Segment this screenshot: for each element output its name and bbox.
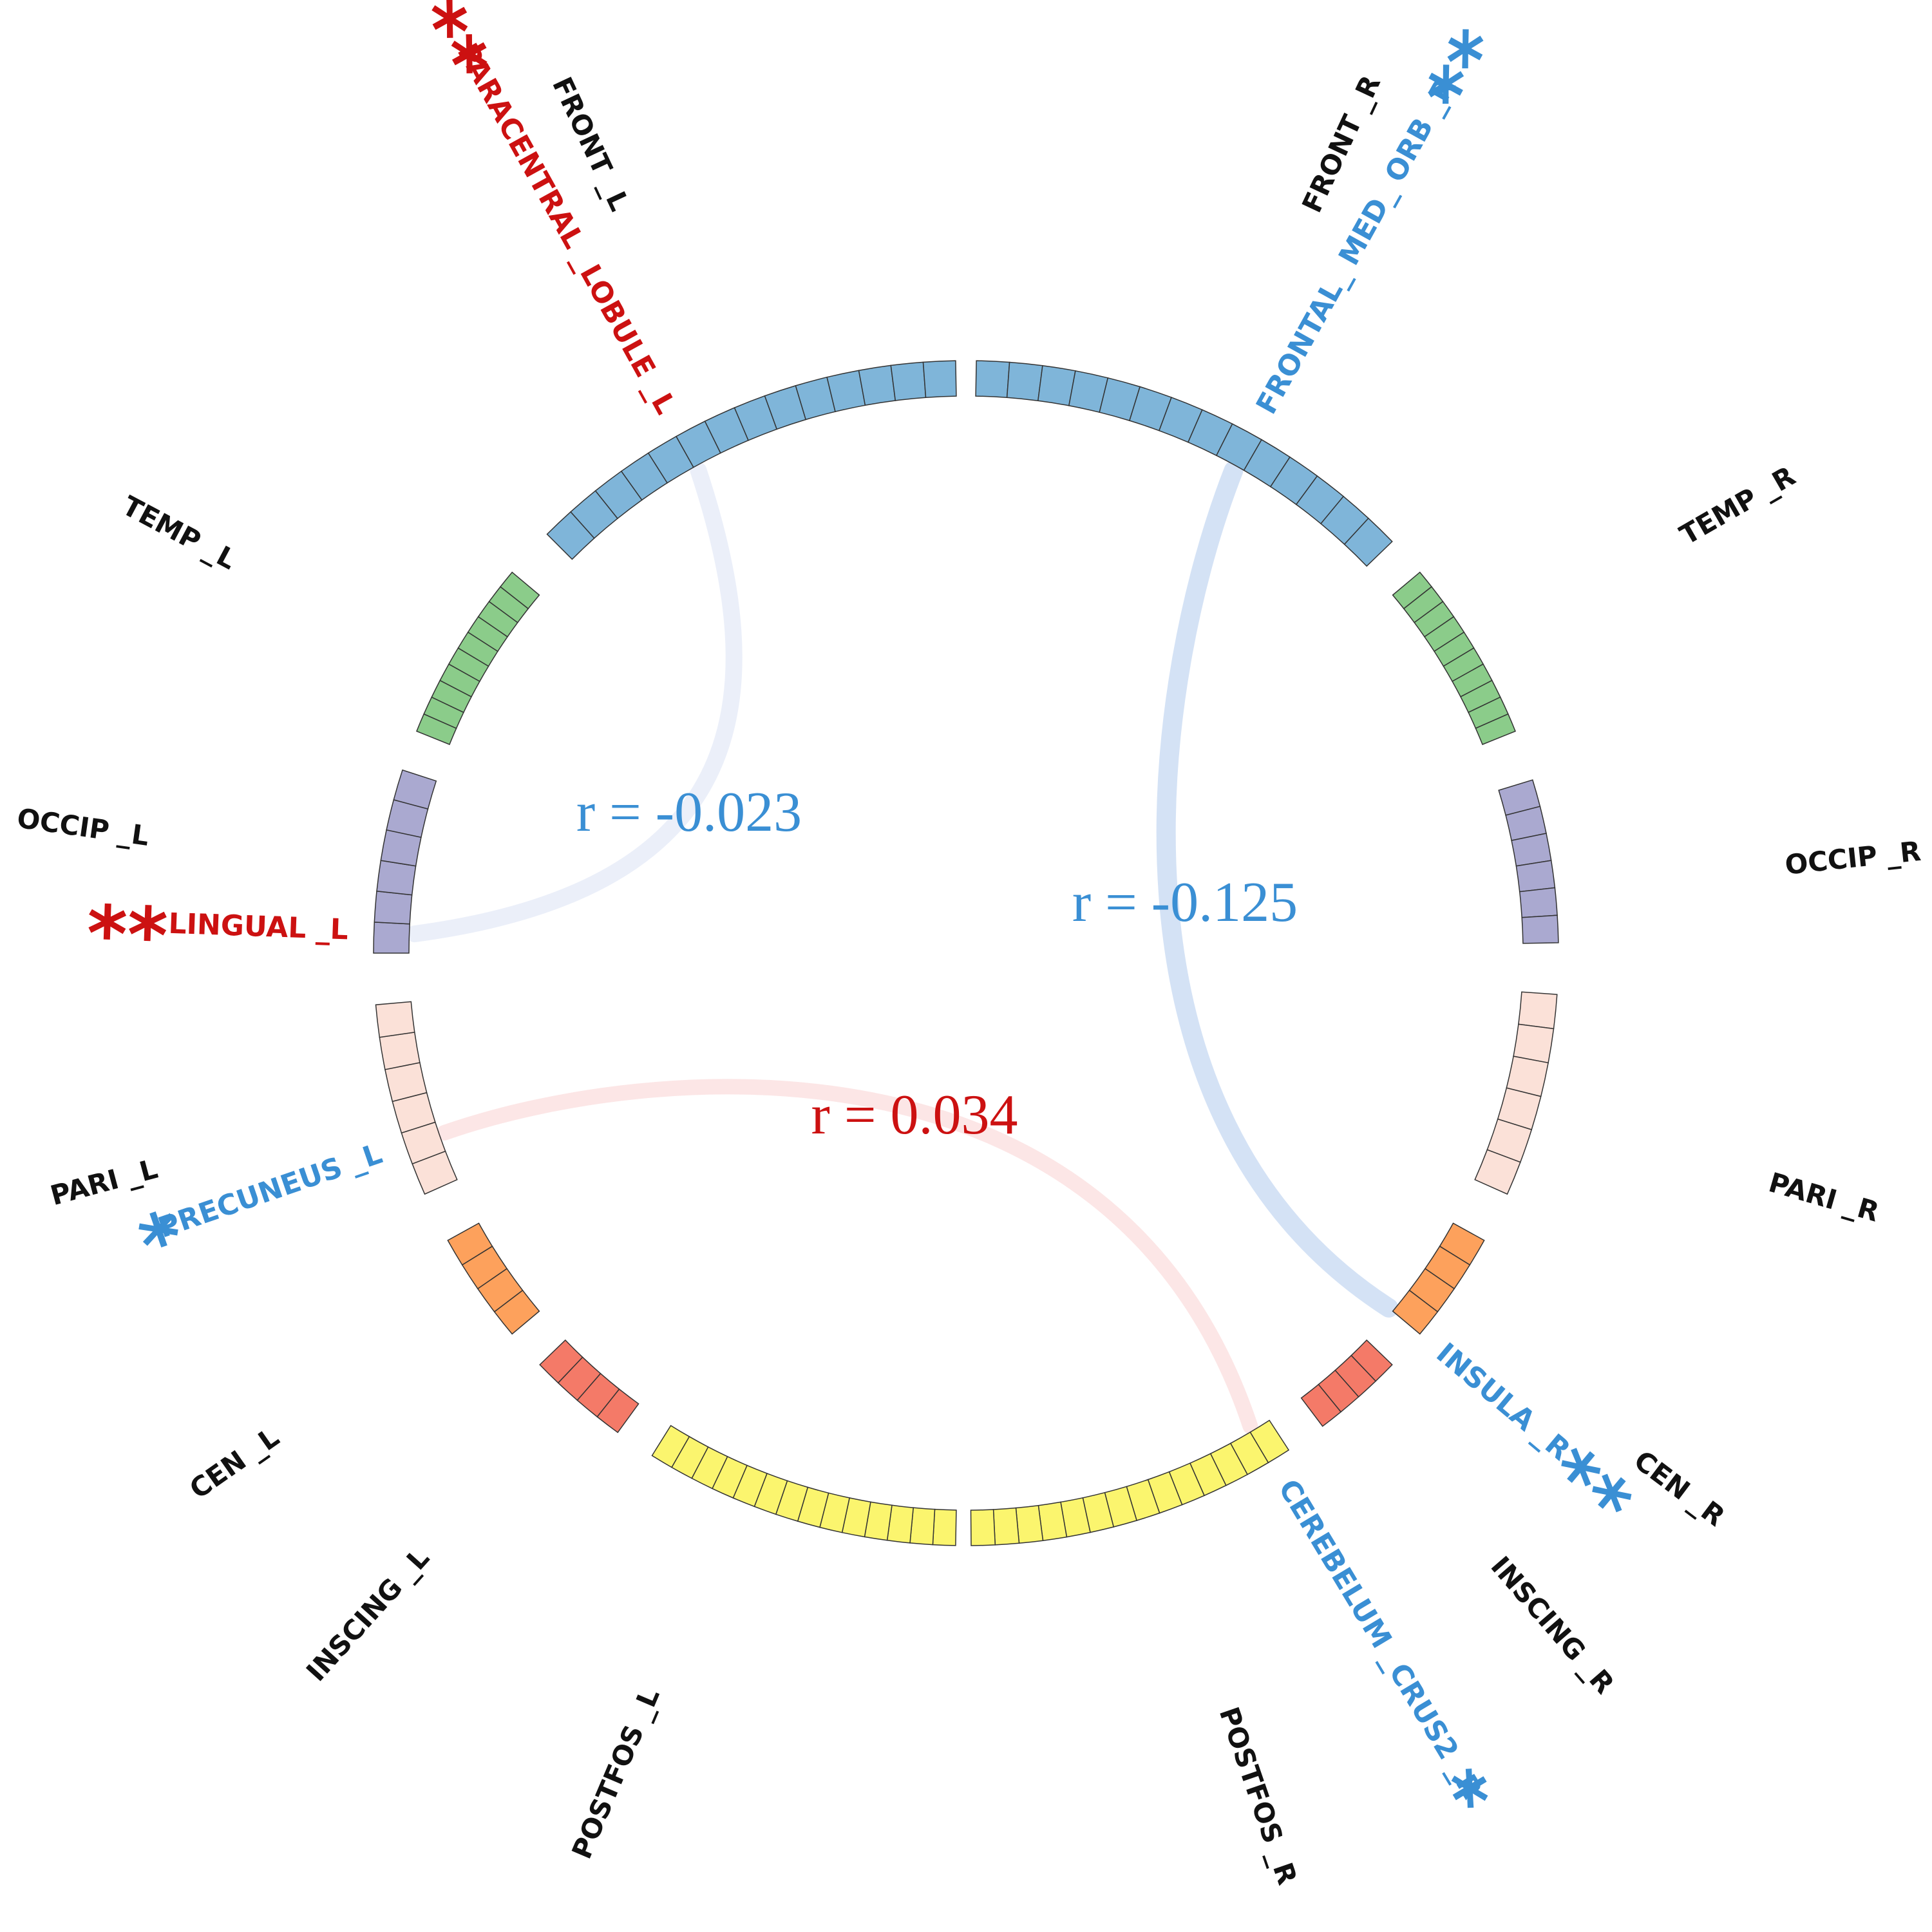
ring-cell-occip — [373, 922, 410, 954]
ring-cell-cen — [447, 1222, 493, 1266]
ring-cell-postfos — [932, 1508, 957, 1546]
ring-cell-front — [975, 360, 1010, 399]
ring-cell-front — [922, 360, 957, 399]
correlation-label-link-paracentral-lingual: r = -0.023 — [576, 781, 802, 844]
ring-cell-occip — [1519, 887, 1558, 918]
region-label-lingual-l: LINGUAL _L — [168, 907, 349, 947]
chord-layer — [406, 460, 1399, 1434]
correlation-label-link-precuneus-cerebelum: r = 0.034 — [811, 1084, 1018, 1146]
ring-cell-front — [890, 361, 927, 401]
ring-cell-postfos — [1015, 1504, 1044, 1544]
ring-cell-front — [858, 365, 896, 406]
ring-cell-pari — [375, 1001, 415, 1038]
ring-cell-occip — [374, 890, 413, 925]
ring-cell-cen — [1392, 1289, 1439, 1335]
chord-link-precuneus-cerebelum — [436, 1079, 1258, 1434]
ring-cell-temp — [499, 571, 540, 610]
ring-cell-postfos — [970, 1509, 996, 1546]
ring-cell-temp — [1475, 713, 1516, 745]
ring-cell-front — [1006, 361, 1043, 402]
correlation-label-link-frontal-insula: r = -0.125 — [1072, 871, 1298, 934]
ring-cell-front — [1343, 517, 1393, 567]
ring-cell-pari — [1474, 1149, 1521, 1195]
ring-cell-pari — [379, 1032, 421, 1070]
ring-cell-occip — [376, 860, 417, 896]
significance-stars-lingual-l: ** — [85, 889, 169, 981]
lobe-ring — [373, 360, 1559, 1546]
correlation-labels: r = -0.125 r = -0.023 r = 0.034 — [576, 781, 1298, 1146]
chord-link-paracentral-lingual — [406, 462, 743, 943]
ring-cell-pari — [1518, 991, 1558, 1030]
chord-link-frontal-insula — [1156, 460, 1399, 1318]
ring-cell-inscing — [539, 1339, 583, 1384]
ring-cell-postfos — [651, 1425, 690, 1468]
region-lingual-l: LINGUAL _L** — [85, 889, 349, 981]
ring-cell-postfos — [909, 1507, 936, 1546]
ring-cell-inscing — [1300, 1383, 1342, 1427]
ring-cell-occip — [1515, 860, 1556, 893]
ring-cell-postfos — [992, 1507, 1020, 1546]
ring-cell-occip — [1521, 914, 1559, 944]
ring-cell-occip — [393, 769, 437, 810]
